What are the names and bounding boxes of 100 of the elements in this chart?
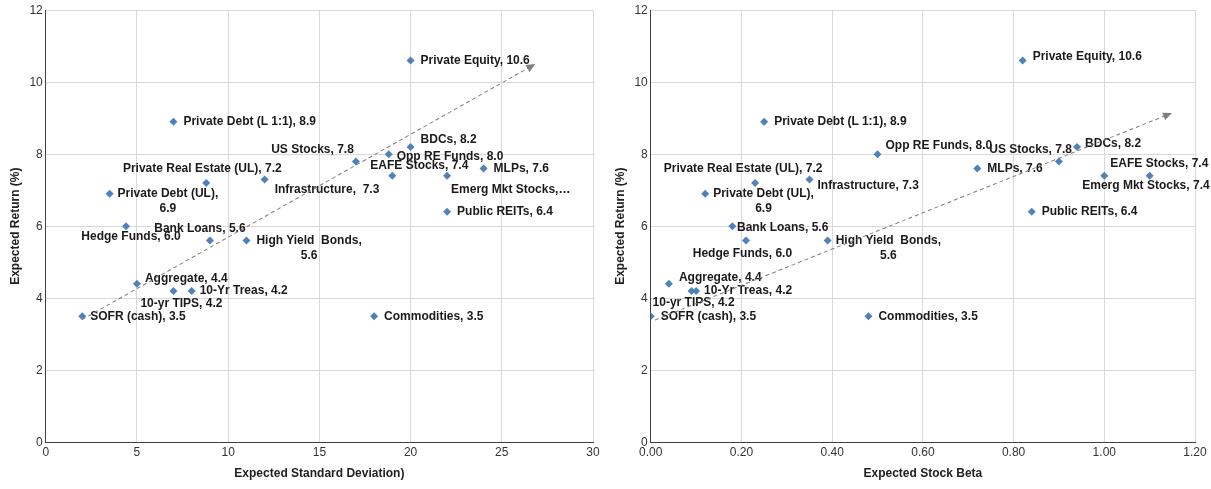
data-label: Public REITs, 6.4 xyxy=(1041,204,1138,219)
point xyxy=(1145,171,1154,180)
data-label: 10-Yr Treas, 4.2 xyxy=(199,283,289,298)
data-label: Private Equity, 10.6 xyxy=(420,52,531,67)
x-tick-label: 20 xyxy=(403,444,418,459)
data-label: Private Equity, 10.6 xyxy=(1032,48,1143,63)
point xyxy=(728,222,737,231)
point xyxy=(479,164,488,173)
data-label: Emerg Mkt Stocks,… xyxy=(451,182,571,197)
point xyxy=(664,279,673,288)
point xyxy=(370,312,379,321)
x-axis-title: Expected Standard Deviation) xyxy=(234,466,405,481)
data-label: SOFR (cash), 3.5 xyxy=(90,308,186,323)
data-label: BDCs, 8.2 xyxy=(1085,136,1142,151)
point xyxy=(1027,207,1036,216)
data-label: High Yield Bonds, 5.6 xyxy=(835,232,941,262)
point xyxy=(205,236,214,245)
point xyxy=(388,171,397,180)
data-label: Private Real Estate (UL), 7.2 xyxy=(122,161,282,176)
data-label: Aggregate, 4.4 xyxy=(678,270,762,285)
point xyxy=(105,189,114,198)
y-tick-label: 12 xyxy=(634,2,649,17)
point xyxy=(701,189,710,198)
x-tick-label: 0.40 xyxy=(820,444,845,459)
y-tick-label: 0 xyxy=(36,434,44,449)
data-label: MLPs, 7.6 xyxy=(987,160,1043,175)
point xyxy=(873,150,882,159)
x-tick-label: 0.20 xyxy=(729,444,754,459)
x-tick-label: 25 xyxy=(495,444,509,459)
point xyxy=(132,279,141,288)
y-axis-title: Expected Return (%) xyxy=(612,167,627,285)
data-label: Hedge Funds, 6.0 xyxy=(692,245,793,260)
x-tick-label: 30 xyxy=(586,444,600,459)
data-label: 10-yr TIPS, 4.2 xyxy=(140,296,223,311)
y-tick-label: 10 xyxy=(634,74,649,89)
point xyxy=(260,175,269,184)
data-label: 10-yr TIPS, 4.2 xyxy=(652,295,735,310)
point xyxy=(1018,56,1027,65)
x-axis-title: Expected Stock Beta xyxy=(863,466,983,481)
point xyxy=(406,56,415,65)
x-tick-label: 10 xyxy=(221,444,236,459)
point xyxy=(1100,171,1109,180)
point xyxy=(351,157,360,166)
data-label: Private Debt (L 1:1), 8.9 xyxy=(774,114,907,129)
point xyxy=(202,179,211,187)
point xyxy=(973,164,982,173)
x-tick-label: 1.20 xyxy=(1183,444,1207,459)
point xyxy=(169,117,178,126)
x-tick-label: 5 xyxy=(133,444,141,459)
point xyxy=(406,143,415,151)
data-label: Emerg Mkt Stocks, 7.4 xyxy=(1082,178,1210,193)
data-label: SOFR (cash), 3.5 xyxy=(660,308,757,323)
data-label: Public REITs, 6.4 xyxy=(457,204,554,219)
x-tick-label: 15 xyxy=(312,444,327,459)
point xyxy=(823,236,832,245)
y-tick-label: 2 xyxy=(36,362,44,377)
point xyxy=(78,312,87,321)
y-tick-label: 6 xyxy=(36,218,44,233)
x-tick-label: 1.00 xyxy=(1092,444,1117,459)
x-tick-label: 0.60 xyxy=(911,444,935,459)
data-label: Private Debt (UL), 6.9 xyxy=(713,186,814,216)
data-label: Private Debt (L 1:1), 8.9 xyxy=(183,114,317,129)
data-label: BDCs, 8.2 xyxy=(420,132,477,147)
data-label: Private Debt (UL), 6.9 xyxy=(117,186,219,216)
y-tick-label: 8 xyxy=(641,146,649,161)
data-label: Infrastructure, 7.3 xyxy=(274,181,380,196)
point xyxy=(751,179,760,187)
y-axis-title: Expected Return (%) xyxy=(7,167,22,285)
point xyxy=(1073,143,1082,151)
point xyxy=(1054,157,1063,166)
y-tick-label: 8 xyxy=(36,146,44,161)
data-label: MLPs, 7.6 xyxy=(493,160,550,175)
point xyxy=(242,236,251,245)
data-label: Bank Loans, 5.6 xyxy=(736,219,829,234)
point xyxy=(122,222,131,231)
data-label: Commodities, 3.5 xyxy=(384,308,484,323)
point xyxy=(692,287,701,295)
data-label: EAFE Stocks, 7.4 xyxy=(1110,156,1209,171)
point xyxy=(805,175,814,184)
point xyxy=(864,312,873,321)
y-tick-label: 6 xyxy=(641,218,649,233)
data-label: High Yield Bonds, 5.6 xyxy=(256,232,362,262)
y-tick-label: 10 xyxy=(29,74,44,89)
data-label: 10-Yr Treas, 4.2 xyxy=(704,283,793,298)
point xyxy=(169,287,178,295)
data-label: Private Real Estate (UL), 7.2 xyxy=(663,161,823,176)
data-label: Aggregate, 4.4 xyxy=(144,271,228,286)
point xyxy=(187,287,196,295)
point xyxy=(760,117,769,126)
point xyxy=(741,236,750,245)
x-tick-label: 0.80 xyxy=(1001,444,1026,459)
point xyxy=(384,150,393,159)
data-label: US Stocks, 7.8 xyxy=(271,141,355,156)
data-label: Infrastructure, 7.3 xyxy=(817,177,920,192)
y-tick-label: 12 xyxy=(29,2,44,17)
point xyxy=(443,171,452,180)
y-tick-label: 2 xyxy=(641,362,649,377)
y-tick-label: 4 xyxy=(641,290,649,305)
point xyxy=(443,207,452,216)
data-label: Commodities, 3.5 xyxy=(878,308,979,323)
